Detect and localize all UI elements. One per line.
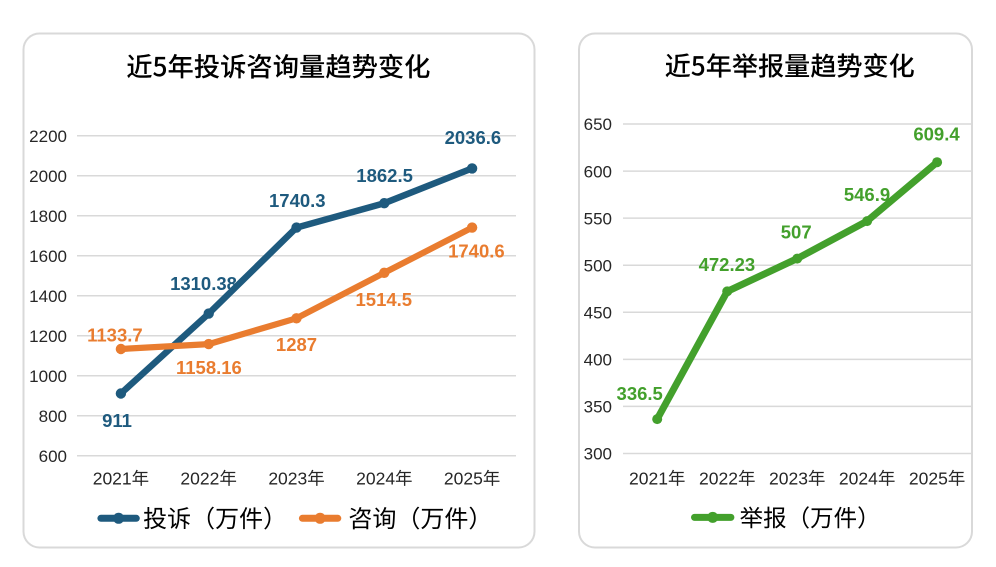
svg-text:2025: 2025 bbox=[444, 468, 483, 488]
svg-text:546.9: 546.9 bbox=[844, 184, 890, 205]
svg-text:800: 800 bbox=[39, 407, 67, 426]
svg-text:350: 350 bbox=[584, 398, 612, 417]
svg-text:2000: 2000 bbox=[29, 167, 67, 186]
svg-text:2021: 2021 bbox=[629, 468, 668, 488]
svg-text:507: 507 bbox=[781, 222, 812, 243]
svg-text:1287: 1287 bbox=[276, 334, 317, 355]
svg-text:2024: 2024 bbox=[839, 468, 878, 488]
svg-text:1310.38: 1310.38 bbox=[170, 273, 237, 294]
svg-text:2036.6: 2036.6 bbox=[445, 127, 502, 148]
svg-text:609.4: 609.4 bbox=[913, 124, 960, 145]
svg-text:500: 500 bbox=[584, 256, 612, 275]
svg-text:2022: 2022 bbox=[699, 468, 738, 488]
svg-text:2022: 2022 bbox=[180, 468, 219, 488]
svg-text:2023: 2023 bbox=[769, 468, 808, 488]
svg-text:600: 600 bbox=[584, 162, 612, 181]
svg-text:1514.5: 1514.5 bbox=[356, 289, 413, 310]
svg-text:472.23: 472.23 bbox=[699, 254, 756, 275]
svg-text:911: 911 bbox=[102, 410, 132, 431]
svg-text:1000: 1000 bbox=[29, 367, 67, 386]
svg-text:550: 550 bbox=[584, 209, 612, 228]
svg-text:1158.16: 1158.16 bbox=[176, 357, 242, 378]
svg-text:450: 450 bbox=[584, 304, 612, 323]
svg-text:2024: 2024 bbox=[356, 468, 395, 488]
svg-text:1740.3: 1740.3 bbox=[269, 190, 326, 211]
svg-text:1800: 1800 bbox=[29, 207, 67, 226]
svg-text:1400: 1400 bbox=[29, 287, 67, 306]
svg-text:2021: 2021 bbox=[93, 468, 132, 488]
svg-text:400: 400 bbox=[584, 351, 612, 370]
svg-text:2025: 2025 bbox=[909, 468, 948, 488]
svg-text:2200: 2200 bbox=[29, 127, 67, 146]
svg-text:1600: 1600 bbox=[29, 247, 67, 266]
svg-text:300: 300 bbox=[584, 445, 612, 464]
svg-text:1862.5: 1862.5 bbox=[356, 165, 413, 186]
svg-text:1133.7: 1133.7 bbox=[87, 324, 143, 345]
svg-text:1740.6: 1740.6 bbox=[448, 240, 505, 261]
svg-text:2023: 2023 bbox=[268, 468, 307, 488]
svg-text:1200: 1200 bbox=[29, 327, 67, 346]
svg-text:650: 650 bbox=[584, 115, 612, 134]
svg-text:336.5: 336.5 bbox=[617, 383, 663, 404]
svg-text:600: 600 bbox=[39, 447, 67, 466]
